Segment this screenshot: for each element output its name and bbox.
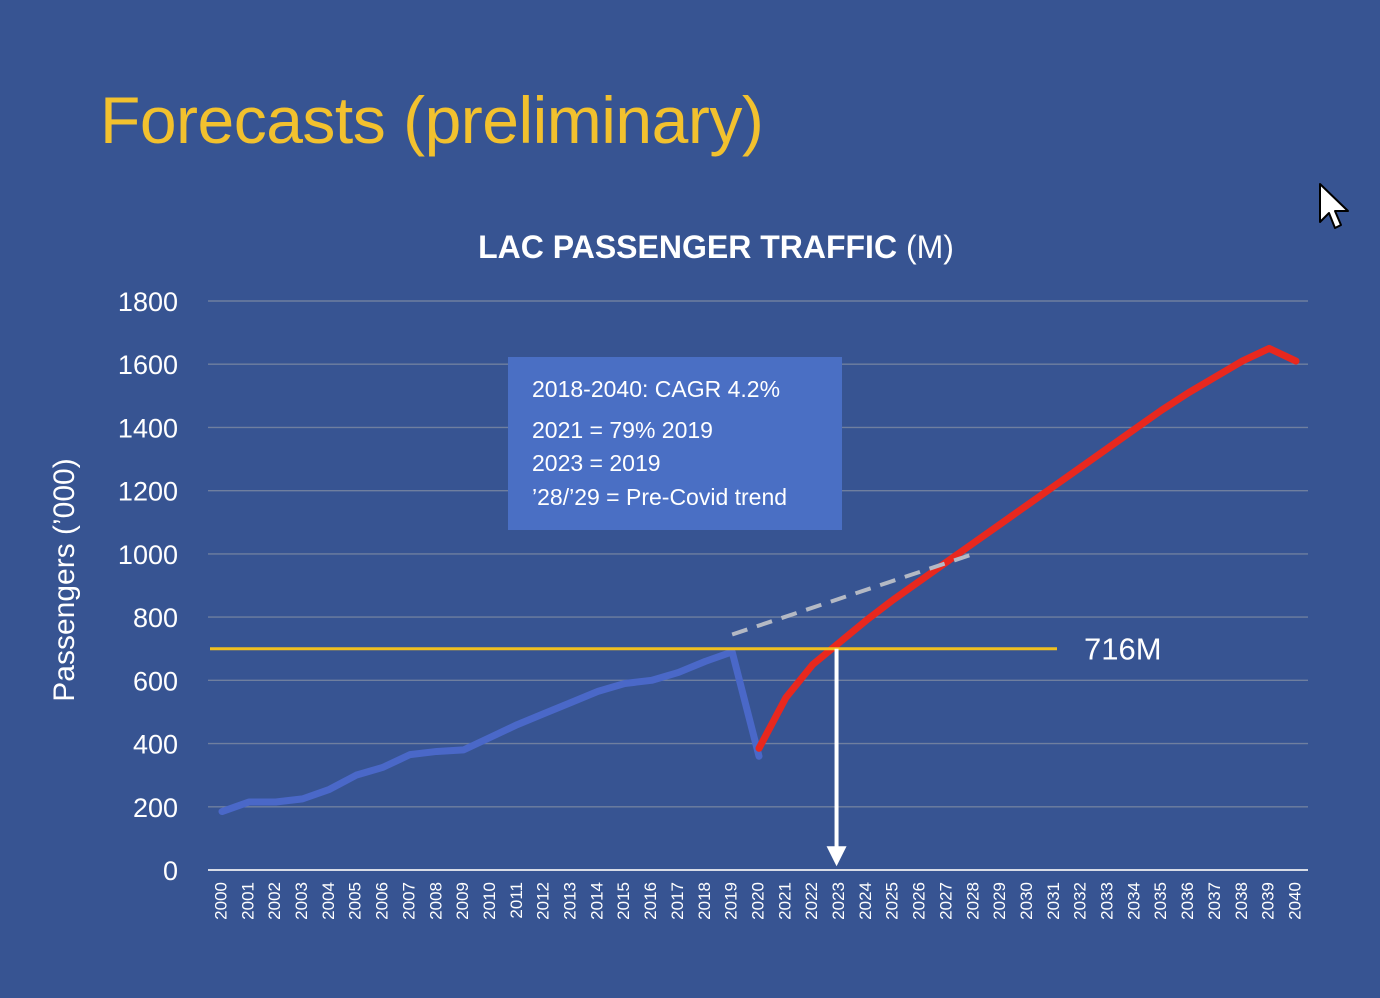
x-tick-label: 2003: [292, 882, 311, 920]
y-axis-label: Passengers (’000): [48, 458, 81, 701]
x-tick-label: 2024: [856, 882, 875, 920]
x-tick-label: 2031: [1044, 882, 1063, 920]
annotation-box: [508, 357, 842, 530]
x-tick-label: 2038: [1232, 882, 1251, 920]
x-tick-label: 2007: [399, 882, 418, 920]
x-tick-label: 2006: [373, 882, 392, 920]
x-tick-label: 2036: [1178, 882, 1197, 920]
mouse-cursor-icon: [1319, 183, 1349, 229]
x-tick-label: 2013: [561, 882, 580, 920]
arrow-head-icon: [826, 846, 847, 867]
x-tick-label: 2035: [1151, 882, 1170, 920]
x-tick-label: 2001: [238, 882, 257, 920]
x-tick-label: 2015: [614, 882, 633, 920]
chart-title-unit: (M): [897, 229, 954, 265]
chart-title: LAC PASSENGER TRAFFIC (M): [478, 229, 954, 265]
slide-title: Forecasts (preliminary): [100, 83, 764, 157]
x-tick-label: 2009: [453, 882, 472, 920]
x-tick-label: 2032: [1071, 882, 1090, 920]
x-tick-label: 2005: [346, 882, 365, 920]
x-tick-label: 2011: [507, 882, 526, 919]
y-tick-label: 1600: [118, 350, 178, 380]
y-tick-label: 1400: [118, 413, 178, 443]
annotation-line: 2023 = 2019: [532, 450, 661, 476]
x-tick-label: 2017: [668, 882, 687, 920]
x-tick-label: 2025: [883, 882, 902, 920]
x-tick-label: 2028: [963, 882, 982, 920]
x-tick-label: 2021: [775, 882, 794, 920]
x-tick-label: 2000: [211, 882, 230, 920]
x-tick-label: 2019: [722, 882, 741, 920]
x-tick-label: 2008: [426, 882, 445, 920]
y-tick-label: 0: [163, 856, 178, 886]
x-tick-label: 2010: [480, 882, 499, 920]
annotation-line: ’28/’29 = Pre-Covid trend: [532, 484, 787, 510]
y-tick-label: 600: [133, 666, 178, 696]
x-tick-label: 2026: [910, 882, 929, 920]
y-tick-label: 800: [133, 603, 178, 633]
x-tick-label: 2014: [587, 882, 606, 920]
y-tick-label: 200: [133, 793, 178, 823]
x-tick-label: 2027: [936, 882, 955, 920]
x-tick-label: 2022: [802, 882, 821, 920]
x-tick-label: 2034: [1124, 882, 1143, 920]
x-tick-label: 2002: [265, 882, 284, 920]
annotation-line: 2018-2040: CAGR 4.2%: [532, 376, 780, 402]
x-tick-label: 2016: [641, 882, 660, 920]
pre-covid-trend-series-line: [731, 551, 975, 637]
y-tick-label: 1000: [118, 540, 178, 570]
reference-line-label: 716M: [1084, 632, 1162, 667]
x-tick-label: 2018: [695, 882, 714, 920]
x-tick-label: 2030: [1017, 882, 1036, 920]
y-tick-label: 1800: [118, 287, 178, 317]
x-tick-label: 2023: [829, 882, 848, 920]
y-tick-label: 1200: [118, 477, 178, 507]
x-tick-label: 2040: [1285, 882, 1304, 920]
chart-title-bold: LAC PASSENGER TRAFFIC: [478, 229, 897, 265]
annotation-line: 2021 = 79% 2019: [532, 417, 713, 443]
x-tick-label: 2039: [1259, 882, 1278, 920]
x-tick-label: 2004: [319, 882, 338, 920]
x-tick-label: 2037: [1205, 882, 1224, 920]
x-tick-label: 2020: [748, 882, 767, 920]
x-tick-label: 2033: [1098, 882, 1117, 920]
y-tick-label: 400: [133, 730, 178, 760]
historical-series-line: [218, 648, 763, 816]
x-tick-label: 2029: [990, 882, 1009, 920]
x-tick-label: 2012: [534, 882, 553, 920]
